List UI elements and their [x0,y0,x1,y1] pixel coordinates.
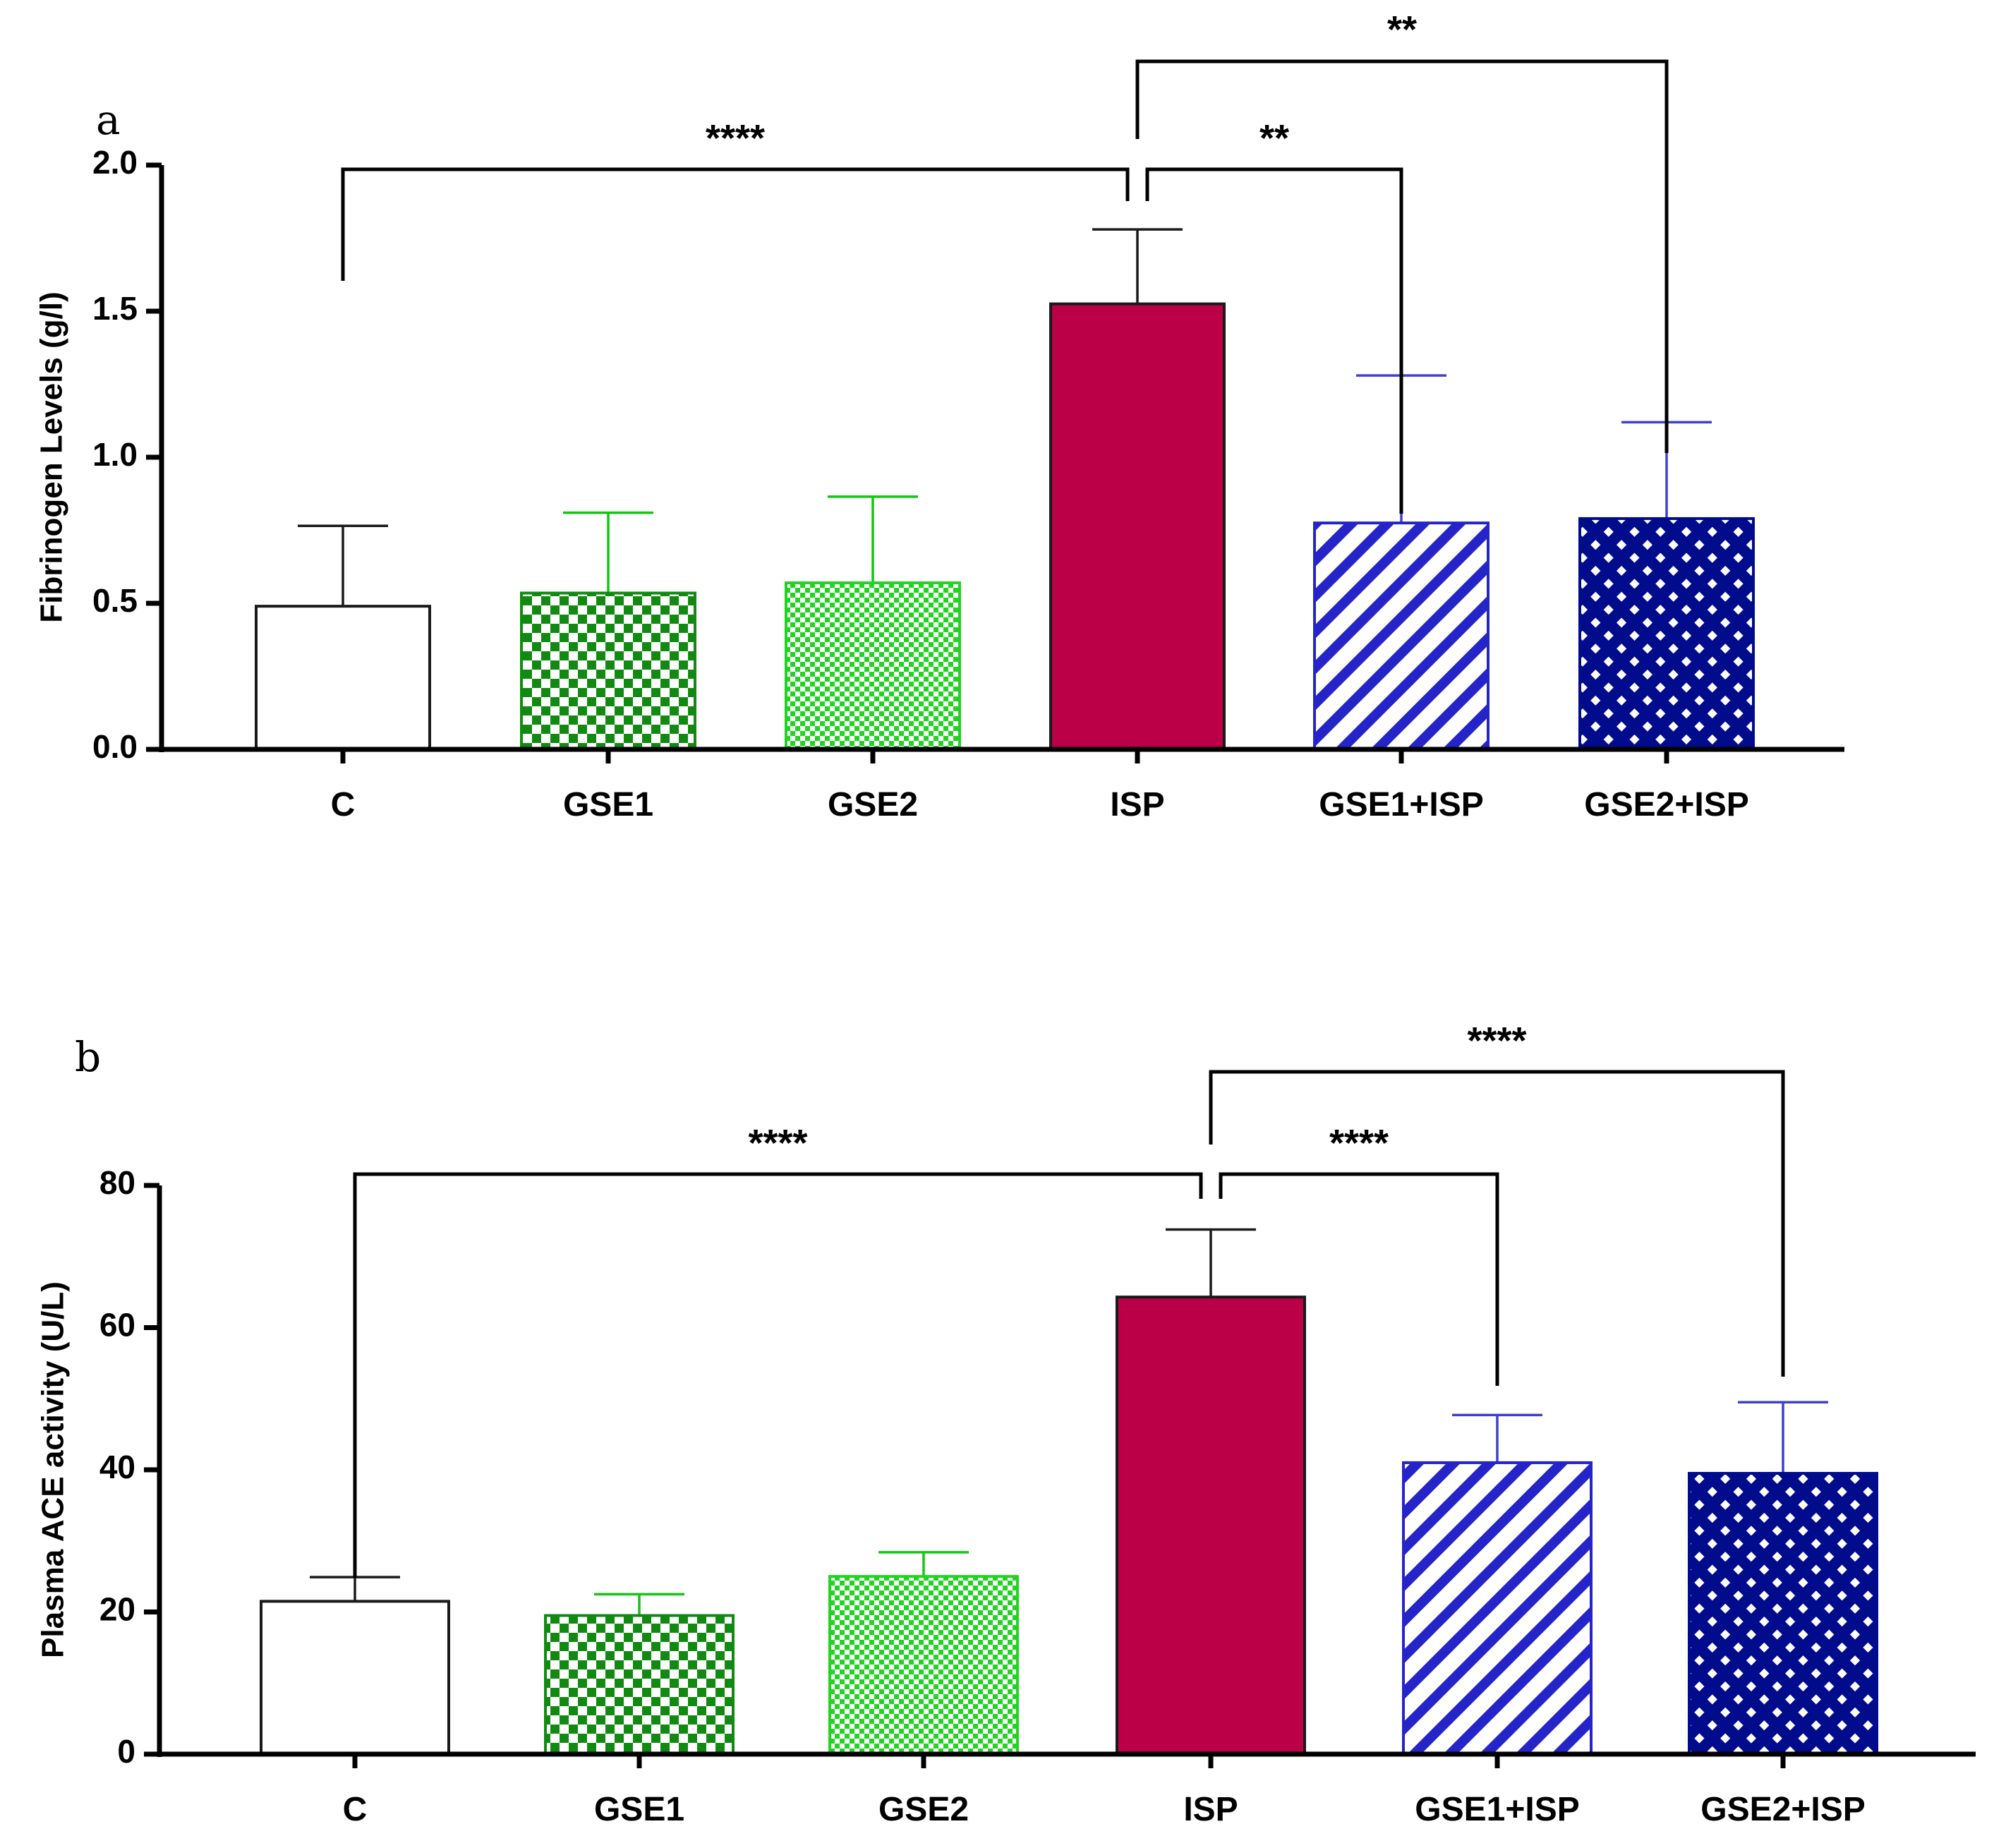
x-tick-label: GSE1 [563,786,653,823]
y-tick-label: 0 [117,1733,135,1770]
significance-label: **** [706,117,765,159]
significance-bracket [1145,167,1403,514]
y-tick-label: 0.5 [92,582,138,619]
panel-a-marks: 0.0 0.5 1.0 1.5 2.0 C GSE1 GSE2 ISP GSE1+ISP GSE2+… [92,8,1844,823]
x-tick-label: C [343,1791,368,1828]
y-tick-label: 60 [99,1307,135,1343]
panel-a: a Fibrinogen Levels (g/l) 0.0 0.5 1.0 1.5 2.… [34,8,1844,823]
panel-a-letter: a [96,96,121,144]
bar-gse1-plus-isp [1313,521,1490,751]
y-tick-label: 80 [99,1164,135,1201]
y-tick-label: 1.5 [92,290,138,327]
x-tick-label: GSE2 [828,786,918,823]
bar-gse2-plus-isp [1688,1472,1878,1756]
x-tick-label: ISP [1183,1791,1238,1828]
bar-gse1-plus-isp [1402,1461,1593,1756]
significance-bracket [1209,1070,1785,1377]
x-tick-label: GSE1 [594,1791,684,1828]
significance-label: **** [1467,1020,1526,1062]
x-tick-label: C [331,786,356,823]
significance-label: **** [748,1122,807,1164]
significance-bracket [341,167,1130,281]
significance-bracket [353,1172,1203,1578]
bar-gse2-plus-isp [1578,517,1755,751]
x-tick-label: GSE2+ISP [1700,1791,1865,1828]
y-tick-label: 2.0 [92,144,138,181]
bar-isp [1116,1296,1306,1756]
bar-isp [1049,302,1226,751]
y-tick-label: 40 [99,1449,135,1485]
bar-c [255,605,431,751]
y-tick-label: 20 [99,1591,135,1628]
panel-b-y-axis-title-wrap: Plasma ACE activity (U/L) [35,1281,70,1658]
significance-label: ** [1259,117,1289,159]
y-tick-label: 1.0 [92,436,138,473]
bar-gse2 [828,1575,1019,1756]
x-tick-label: GSE2+ISP [1584,786,1748,823]
panel-b-marks: 0 20 40 60 80 C GSE1 GSE2 ISP GSE1+ISP GSE2+ISP ***… [99,1020,1976,1828]
y-tick-label: 0.0 [92,728,138,765]
x-tick-label: GSE1+ISP [1415,1791,1579,1828]
panel-b-letter: b [75,1033,101,1081]
x-tick-label: ISP [1110,786,1164,823]
panel-a-y-axis-title-wrap: Fibrinogen Levels (g/l) [34,291,68,622]
significance-bracket [1135,59,1669,453]
bar-gse1 [520,591,696,751]
panel-b-y-axis-title: Plasma ACE activity (U/L) [35,1281,70,1658]
bar-gse1 [544,1614,735,1756]
significance-label: ** [1387,8,1417,51]
x-tick-label: GSE2 [878,1791,969,1828]
panel-a-y-axis-title: Fibrinogen Levels (g/l) [34,291,68,622]
x-tick-label: GSE1+ISP [1319,786,1483,823]
significance-bracket [1219,1172,1499,1386]
bar-gse2 [785,581,961,751]
significance-label: **** [1329,1122,1389,1164]
bar-c [260,1600,450,1756]
panel-b: b Plasma ACE activity (U/L) 0 20 40 60 80 C GS… [35,1020,1976,1828]
